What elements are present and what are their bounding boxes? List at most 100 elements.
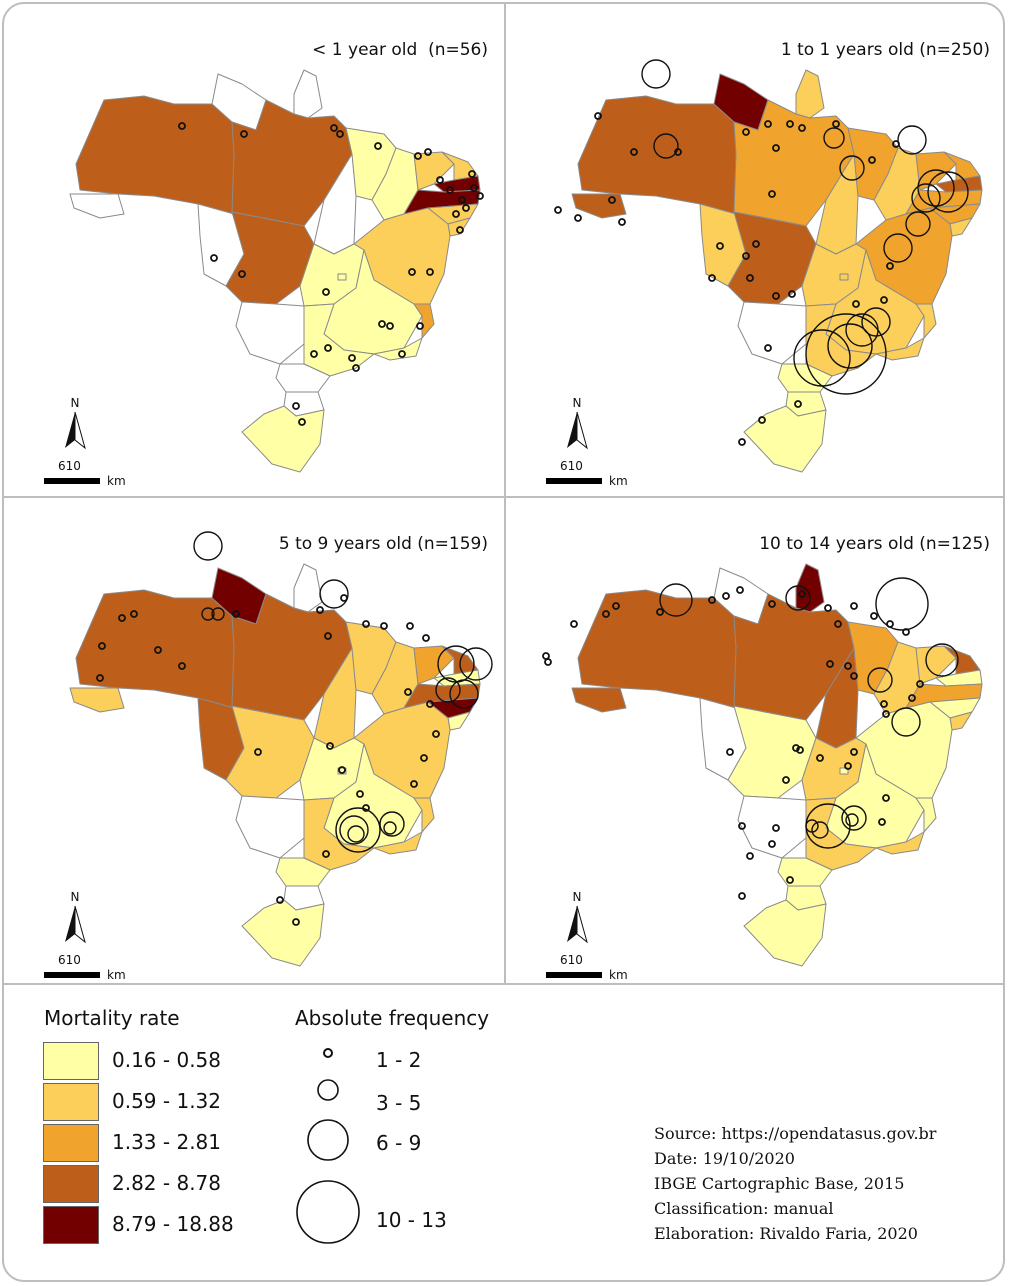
panel-divider-horizontal [4, 496, 1004, 498]
frequency-circle [796, 746, 804, 754]
elaboration-line: Elaboration: Rivaldo Faria, 2020 [654, 1224, 918, 1243]
choropleth-map [542, 563, 983, 967]
frequency-circle [891, 707, 921, 737]
north-arrow-icon [65, 411, 86, 450]
frequency-legend-circles [296, 1048, 360, 1244]
frequency-circle [902, 628, 910, 636]
panel-title: 1 to 1 years old (n=250) [780, 40, 990, 60]
frequency-circle [880, 296, 888, 304]
frequency-circle [154, 646, 162, 654]
frequency-circle [554, 206, 562, 214]
frequency-circle [456, 226, 464, 234]
state-ms [235, 795, 305, 859]
state-ms [737, 301, 807, 365]
scale-bar [546, 478, 602, 484]
frequency-circle [878, 818, 886, 826]
mortality-swatch-5 [43, 1206, 99, 1244]
state-es [413, 303, 435, 339]
frequency-circle [254, 748, 262, 756]
state-ce [915, 151, 957, 191]
frequency-circle [414, 152, 422, 160]
frequency-circle [383, 821, 397, 835]
frequency-circle [594, 112, 602, 120]
frequency-circle [319, 579, 349, 609]
frequency-circle [130, 610, 138, 618]
frequency-circle [897, 125, 927, 155]
frequency-circle [674, 148, 682, 156]
frequency-circle [845, 813, 859, 827]
frequency-circle [240, 130, 248, 138]
frequency-circle [424, 148, 432, 156]
scale-bar [546, 972, 602, 978]
frequency-circle [834, 620, 842, 628]
frequency-circle [850, 672, 858, 680]
cartographic-base-line: IBGE Cartographic Base, 2015 [654, 1174, 905, 1193]
north-arrow-icon [567, 411, 588, 450]
state-ap [293, 69, 323, 119]
state-ap [795, 563, 825, 613]
frequency-circle [641, 59, 671, 89]
frequency-circle [811, 821, 829, 839]
scale-unit: km [107, 968, 126, 982]
frequency-circle [336, 130, 344, 138]
frequency-circle [882, 710, 890, 718]
state-ce [413, 645, 455, 685]
frequency-circle [452, 210, 460, 218]
frequency-circle [905, 211, 931, 237]
frequency-circle [322, 288, 330, 296]
frequency-circle [742, 252, 750, 260]
frequency-circle [736, 586, 744, 594]
frequency-circle [768, 840, 776, 848]
frequency-circle [764, 120, 772, 128]
frequency-circle [925, 643, 959, 677]
frequency-circle [238, 270, 246, 278]
frequency-circle [426, 700, 434, 708]
freq-label-1: 1 - 2 [376, 1048, 422, 1072]
north-arrow-icon [65, 905, 86, 944]
frequency-circle [408, 268, 416, 276]
frequency-circle [352, 364, 360, 372]
frequency-circle [570, 620, 578, 628]
state-es [915, 797, 937, 833]
frequency-circle [118, 614, 126, 622]
frequency-circle [886, 620, 894, 628]
frequency-circle [470, 184, 478, 192]
panel-title: < 1 year old (n=56) [312, 40, 488, 60]
frequency-circle [867, 667, 893, 693]
frequency-circle [788, 290, 796, 298]
frequency-circle [722, 592, 730, 600]
mortality-swatch-2 [43, 1083, 99, 1121]
frequency-circle [794, 400, 802, 408]
frequency-circle [708, 274, 716, 282]
state-pb [433, 669, 481, 687]
scale-unit: km [107, 474, 126, 488]
frequency-circle [653, 133, 679, 159]
mortality-legend-title: Mortality rate [44, 1006, 180, 1030]
state-ms [737, 795, 807, 859]
frequency-circle [201, 607, 215, 621]
state-rs [241, 405, 325, 473]
state-ms [235, 301, 305, 365]
frequency-circle [917, 169, 955, 207]
frequency-circle [738, 438, 746, 446]
frequency-circle [852, 300, 860, 308]
panel-title: 10 to 14 years old (n=125) [759, 534, 990, 554]
frequency-circle [347, 825, 365, 843]
frequency-circle [875, 577, 929, 631]
frequency-circle [798, 124, 806, 132]
scale-value: 610 [58, 459, 81, 473]
map-panel-2: 1 to 1 years old (n=250) N 610 km [506, 4, 1004, 492]
mortality-label-3: 1.33 - 2.81 [112, 1130, 221, 1154]
frequency-circle [908, 694, 916, 702]
frequency-circle [659, 583, 693, 617]
mortality-swatch-3 [43, 1124, 99, 1162]
north-arrow-icon [567, 905, 588, 944]
state-rj [875, 337, 925, 361]
frequency-circle [542, 652, 550, 660]
frequency-circle [782, 776, 790, 784]
frequency-circle [449, 679, 479, 709]
panel-title: 5 to 9 years old (n=159) [278, 534, 488, 554]
frequency-circle [335, 807, 381, 853]
map-panel-1: < 1 year old (n=56) N 610 km [4, 4, 502, 492]
